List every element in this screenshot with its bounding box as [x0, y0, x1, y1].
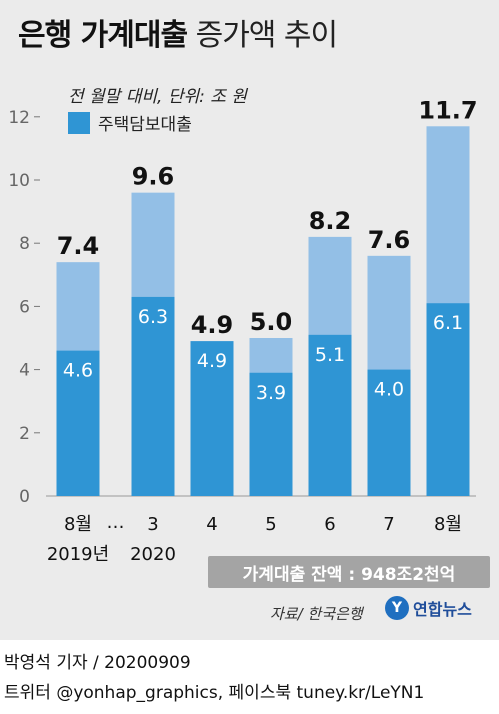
yonhap-logo: Y 연합뉴스	[385, 596, 472, 620]
x-category-label: 8월	[434, 514, 462, 535]
balance-badge: 가계대출 잔액 : 948조2천억	[208, 556, 490, 588]
x-category-label: 6	[324, 514, 335, 535]
yonhap-logo-text: 연합뉴스	[413, 600, 472, 619]
legend-label-mortgage: 주택담보대출	[98, 115, 192, 135]
bar-mortgage-label: 4.9	[197, 350, 227, 372]
bar-total-label: 5.0	[250, 308, 293, 336]
x-category-label: 5	[265, 514, 276, 535]
y-tick-label: 2	[19, 424, 30, 444]
bar-total-label: 8.2	[309, 207, 352, 235]
y-tick-label: 6	[19, 297, 30, 317]
x-category-sublabel: 2019년	[47, 544, 109, 565]
y-tick-label: 0	[19, 487, 30, 507]
bar-mortgage-label: 6.1	[433, 312, 463, 334]
bar-mortgage	[249, 372, 293, 496]
chart-title: 은행 가계대출 증가액 추이	[18, 10, 339, 54]
social-handles: 트위터 @yonhap_graphics, 페이스북 tuney.kr/LeYN…	[4, 683, 425, 703]
x-category-label: 8월	[64, 514, 92, 535]
y-tick-label: 10	[8, 171, 30, 191]
y-tick-label: 12	[8, 108, 30, 128]
bar-mortgage-label: 4.0	[374, 379, 404, 401]
source-note: 자료/ 한국은행	[270, 605, 363, 623]
title-light: 증가액 추이	[195, 18, 339, 53]
x-category-label: 7	[383, 514, 394, 535]
bar-total-label: 7.6	[368, 226, 411, 254]
bar-chart: 0 2 4 6 8 10 12 7.4 4.6 8월 2019년 9.6 6.3 3 2020 4.9 4.9 4…	[8, 96, 477, 565]
legend-swatch-mortgage	[68, 111, 90, 134]
bar-total-label: 11.7	[418, 96, 477, 124]
chart-subtitle: 전 월말 대비, 단위: 조 원	[68, 87, 247, 107]
bar-mortgage	[426, 303, 470, 496]
x-gap-marker: …	[107, 512, 125, 533]
bar-mortgage	[308, 334, 352, 496]
yonhap-logo-icon: Y	[385, 596, 409, 620]
bar-mortgage	[367, 369, 411, 496]
x-category-label: 4	[206, 514, 217, 535]
bar-mortgage	[131, 296, 175, 496]
bar-total-label: 7.4	[57, 232, 100, 260]
y-tick-label: 4	[19, 361, 30, 381]
title-bold: 은행 가계대출	[18, 18, 188, 53]
bar-mortgage	[190, 341, 234, 496]
legend: 주택담보대출	[68, 110, 192, 135]
bar-total-label: 4.9	[191, 311, 234, 339]
bar-mortgage	[56, 350, 100, 496]
bar-mortgage-label: 4.6	[63, 360, 93, 382]
bar-mortgage-label: 6.3	[138, 306, 168, 328]
x-category-sublabel: 2020	[130, 544, 176, 565]
bar-mortgage-label: 3.9	[256, 382, 286, 404]
y-tick-label: 8	[19, 234, 30, 254]
bar-total-label: 9.6	[132, 163, 175, 191]
x-category-label: 3	[147, 514, 158, 535]
byline: 박영석 기자 / 20200909	[4, 653, 191, 673]
bar-mortgage-label: 5.1	[315, 344, 345, 366]
